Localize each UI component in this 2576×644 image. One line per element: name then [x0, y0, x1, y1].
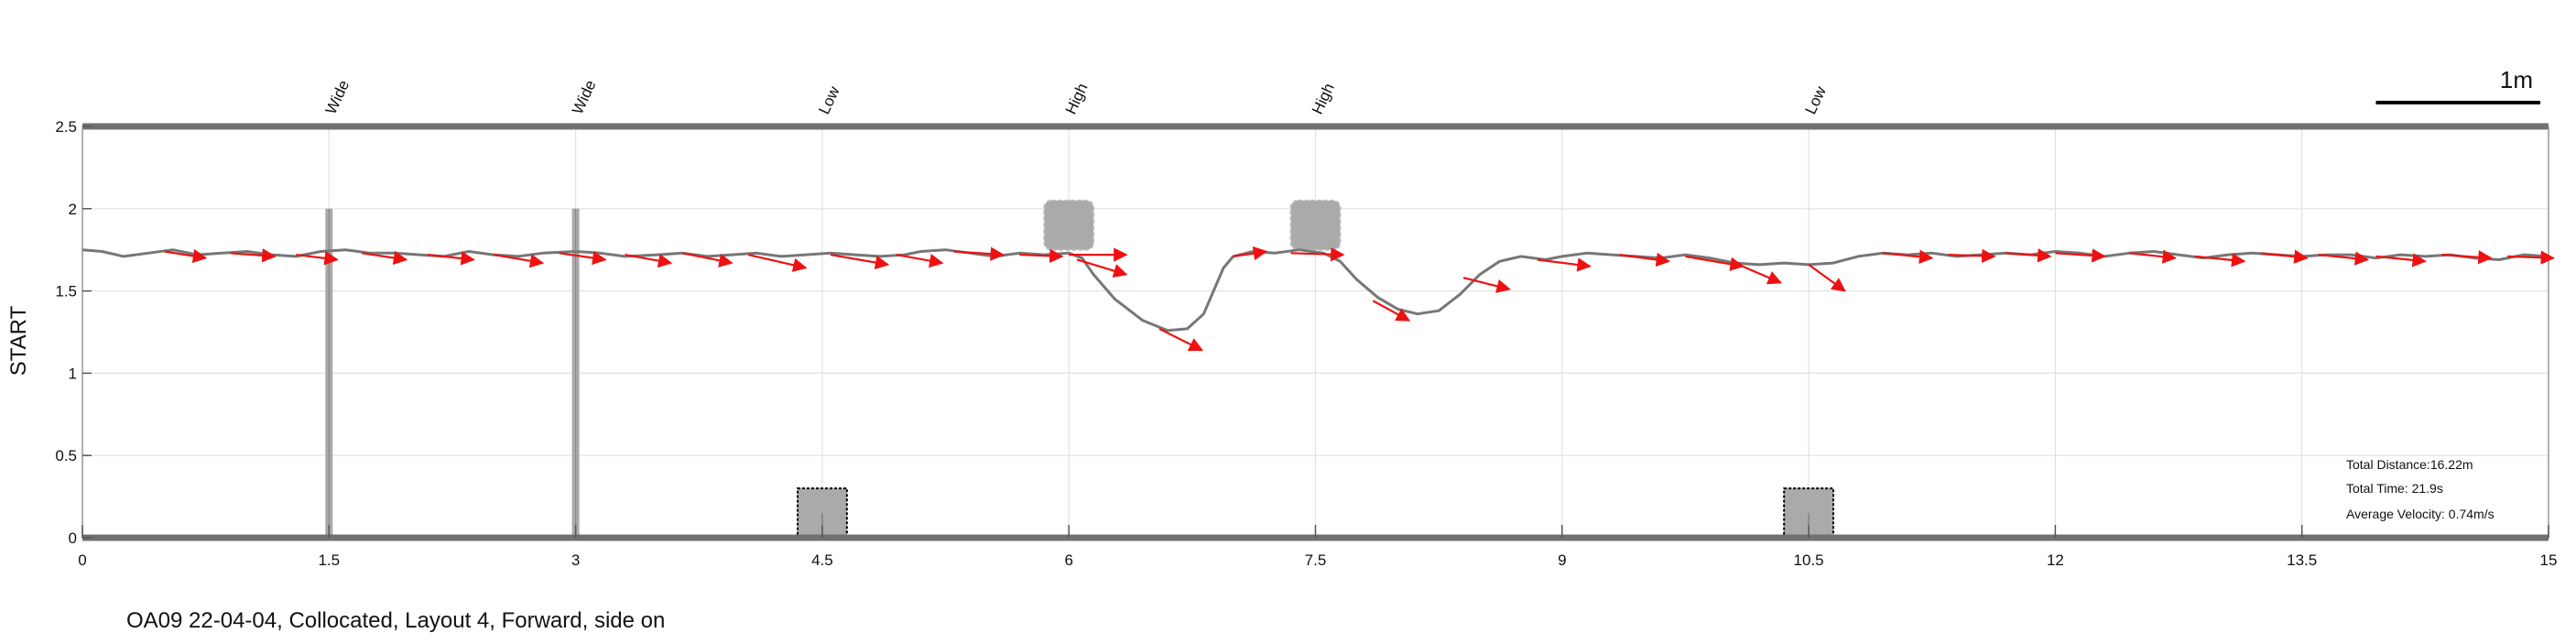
velocity-arrows: [164, 246, 2555, 352]
velocity-arrow: [1462, 277, 1511, 293]
y-tick-label: 0: [69, 529, 77, 547]
high-obstacle: [1043, 199, 1095, 251]
velocity-arrow: [1233, 246, 1268, 261]
velocity-arrow: [625, 254, 673, 268]
average-velocity: Average Velocity: 0.74m/s: [2346, 507, 2494, 521]
velocity-arrow: [1019, 248, 1064, 264]
velocity-arrow: [1685, 255, 1745, 271]
velocity-arrow: [427, 251, 475, 266]
x-tick-label: 12: [2047, 551, 2064, 569]
velocity-arrow: [1948, 248, 1996, 264]
velocity-arrow: [2260, 249, 2309, 264]
y-tick-label: 1.5: [55, 283, 77, 300]
velocity-arrow: [1882, 249, 1934, 264]
x-tick-label: 15: [2540, 551, 2558, 569]
obstacle-label: High: [1062, 81, 1092, 117]
velocity-arrow: [2055, 248, 2106, 263]
trajectory-path: [82, 248, 2549, 333]
x-tick-label: 0: [78, 551, 86, 569]
x-tick-label: 7.5: [1305, 551, 1327, 569]
velocity-arrow: [2318, 251, 2370, 266]
velocity-arrow: [2375, 253, 2427, 267]
x-tick-label: 4.5: [811, 551, 833, 569]
velocity-arrow: [493, 254, 545, 268]
velocity-arrow: [747, 254, 808, 272]
grid: [82, 126, 2549, 539]
velocity-arrow: [1619, 252, 1671, 267]
obstacle-label: Low: [815, 83, 843, 117]
velocity-arrow: [362, 250, 408, 266]
stats-box: Total Distance:16.22m Total Time: 21.9s …: [2346, 457, 2494, 521]
x-tick-label: 3: [571, 551, 580, 569]
velocity-arrow: [2507, 250, 2555, 265]
velocity-arrow: [2129, 249, 2177, 264]
y-tick-label: 2.5: [55, 118, 77, 136]
y-tick-label: 0.5: [55, 447, 77, 464]
figure-caption: OA09 22-04-04, Collocated, Layout 4, For…: [126, 608, 666, 633]
velocity-arrow: [230, 248, 277, 263]
obstacle-label: High: [1309, 81, 1338, 117]
obstacles: [325, 199, 1835, 539]
x-tick-label: 1.5: [318, 551, 340, 569]
velocity-arrow: [953, 246, 1005, 261]
velocity-arrow: [896, 254, 944, 268]
velocity-arrow: [1734, 262, 1782, 285]
velocity-arrow: [559, 250, 607, 266]
velocity-arrow: [1158, 327, 1203, 352]
velocity-arrow: [830, 254, 890, 270]
velocity-arrow: [1076, 258, 1128, 278]
velocity-arrow: [1808, 263, 1846, 292]
x-tick-label: 10.5: [1794, 551, 1824, 569]
total-time: Total Time: 21.9s: [2346, 481, 2443, 496]
velocity-arrow: [164, 248, 208, 264]
trajectory: [82, 248, 2549, 333]
velocity-arrow: [2005, 248, 2052, 263]
y-axis-label: START: [6, 305, 31, 376]
scale-bar-label: 1m: [2500, 66, 2533, 93]
velocity-arrow: [1290, 246, 1345, 262]
velocity-arrow: [296, 251, 339, 266]
x-tick-label: 9: [1558, 551, 1566, 569]
obstacle-label: Wide: [569, 78, 600, 117]
obstacle-label: Wide: [322, 78, 353, 117]
velocity-arrow: [2441, 250, 2493, 265]
y-tick-label: 2: [69, 201, 77, 218]
y-axis: 0 0.5 1 1.5 2 2.5: [55, 118, 92, 547]
velocity-arrow: [682, 252, 734, 267]
obstacle-label: Low: [1802, 83, 1831, 117]
velocity-arrow: [1537, 257, 1592, 272]
x-tick-label: 13.5: [2287, 551, 2317, 569]
velocity-arrow: [2194, 253, 2246, 267]
high-obstacle: [1289, 199, 1342, 251]
y-tick-label: 1: [69, 365, 77, 382]
x-axis: 0 1.5 3 4.5 6 7.5 9 10.5 12 13.5 15: [78, 525, 2557, 569]
scale-bar: 1m: [2375, 66, 2541, 104]
total-distance: Total Distance:16.22m: [2346, 457, 2473, 472]
velocity-arrow: [1372, 300, 1411, 322]
x-tick-label: 6: [1064, 551, 1072, 569]
obstacle-labels: Wide Wide Low High High Low: [322, 78, 1831, 117]
